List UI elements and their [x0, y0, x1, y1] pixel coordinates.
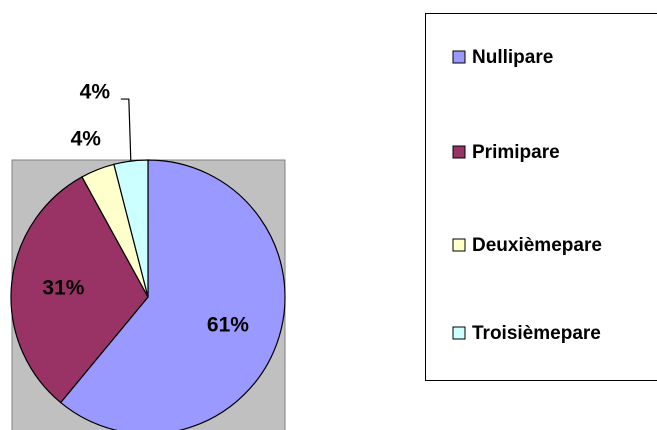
data-label: 31% [42, 277, 84, 300]
legend: Nullipare Primipare Deuxièmepare Troisièmep… [452, 47, 602, 344]
data-label: 4% [71, 127, 102, 150]
legend-swatch [452, 50, 466, 64]
legend-box [425, 13, 657, 381]
data-label: 61% [207, 313, 249, 336]
legend-label: Deuxièmepare [472, 235, 602, 256]
legend-label: Troisièmepare [472, 323, 601, 344]
legend-swatch [452, 326, 466, 340]
pie-slice [59, 159, 286, 430]
legend-label: Primipare [472, 142, 560, 163]
legend-swatch [452, 238, 466, 252]
legend-swatch [452, 145, 466, 159]
data-label: 4% [80, 81, 111, 104]
pie-slice [10, 176, 149, 404]
legend-label: Nullipare [472, 47, 553, 68]
leader-line [120, 98, 132, 162]
pie: 61% 31% 4% 4% [10, 81, 286, 430]
